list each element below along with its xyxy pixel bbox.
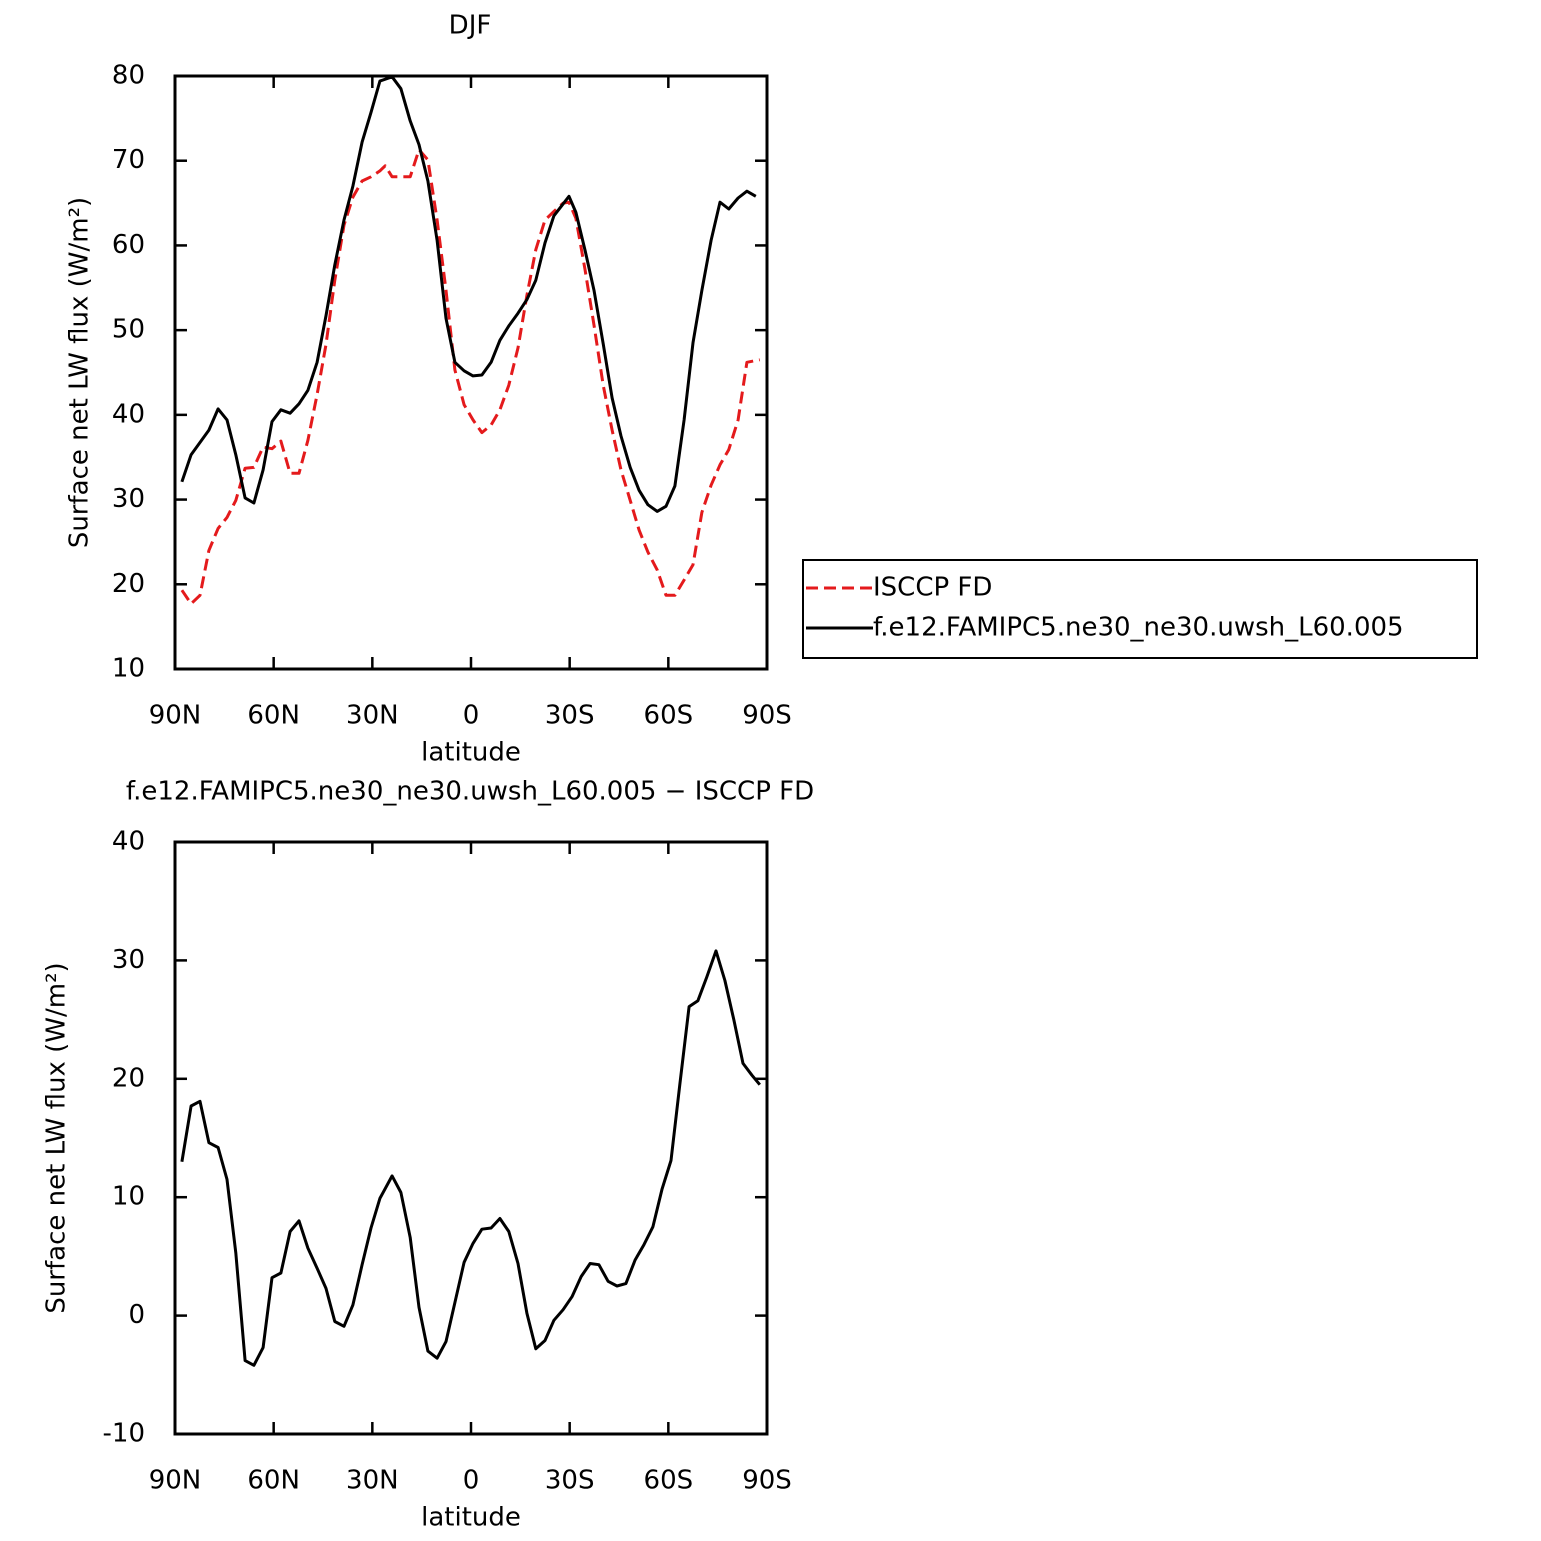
x-tick-label: 90S [742, 701, 792, 731]
x-axis-label: latitude [421, 738, 521, 768]
y-tick-label: 70 [112, 145, 145, 175]
y-tick-label: 10 [112, 654, 145, 684]
x-tick-label: 90N [149, 701, 202, 731]
series-line [180, 949, 761, 1367]
x-tick-label: 90N [149, 1466, 202, 1496]
x-tick-label: 60S [644, 701, 694, 731]
series-line [180, 75, 757, 513]
y-tick-label: 80 [112, 61, 145, 91]
y-tick-label: 30 [112, 945, 145, 975]
x-tick-label: 60N [247, 1466, 300, 1496]
x-tick-label: 30N [346, 701, 399, 731]
y-tick-label: 60 [112, 230, 145, 260]
legend-box [802, 559, 1478, 659]
y-tick-label: 20 [112, 1063, 145, 1093]
y-axis-label: Surface net LW flux (W/m²) [65, 197, 95, 548]
legend-label: f.e12.FAMIPC5.ne30_ne30.uwsh_L60.005 [873, 613, 1404, 643]
y-tick-label: 10 [112, 1182, 145, 1212]
x-tick-label: 0 [463, 701, 480, 731]
x-axis-label: latitude [421, 1503, 521, 1533]
y-tick-label: 40 [112, 399, 145, 429]
legend-label: ISCCP FD [873, 573, 992, 603]
y-tick-label: 50 [112, 315, 145, 345]
x-tick-label: 30S [545, 701, 595, 731]
y-tick-label: 0 [128, 1300, 145, 1330]
y-tick-label: 40 [112, 827, 145, 857]
x-tick-label: 90S [742, 1466, 792, 1496]
plot-frame [173, 74, 769, 671]
y-axis-label: Surface net LW flux (W/m²) [42, 962, 72, 1313]
x-tick-label: 60S [644, 1466, 694, 1496]
y-tick-label: 30 [112, 484, 145, 514]
x-tick-label: 30N [346, 1466, 399, 1496]
y-tick-label: -10 [103, 1419, 145, 1449]
y-tick-label: 20 [112, 569, 145, 599]
x-tick-label: 30S [545, 1466, 595, 1496]
x-tick-label: 60N [247, 701, 300, 731]
x-tick-label: 0 [463, 1466, 480, 1496]
chart-title: DJF [449, 11, 492, 41]
series-line [180, 148, 761, 606]
chart-title: f.e12.FAMIPC5.ne30_ne30.uwsh_L60.005 − I… [126, 777, 814, 807]
plot-frame [173, 840, 769, 1436]
